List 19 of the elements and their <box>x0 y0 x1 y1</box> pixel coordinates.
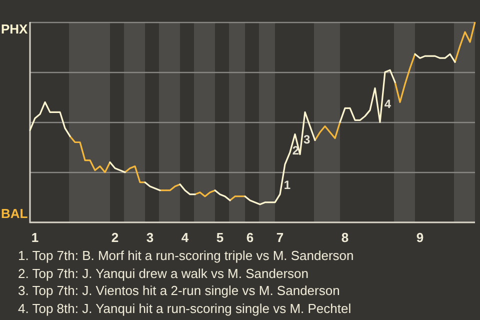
x-tick-label: 4 <box>181 230 190 245</box>
text: BAL <box>1 206 28 221</box>
annotation: 3 <box>303 132 310 147</box>
text: 2. Top 7th: J. Yanqui drew a walk vs M. Sanderson <box>18 264 310 282</box>
x-tick-label: 1 <box>31 230 39 245</box>
text: 3. Top 7th: J. Vientos hit a 2-run single vs M. Sanderson <box>18 282 341 300</box>
annotation: 4 <box>384 97 392 112</box>
x-tick-label: 3 <box>146 230 154 245</box>
annotation: 1 <box>284 178 291 192</box>
text: PHX <box>1 22 28 37</box>
text: 1. Top 7th: B. Morf hit a run-scoring triple vs M. Sanderson <box>18 247 354 264</box>
x-tick-label: 8 <box>341 230 349 245</box>
annotation: 2 <box>292 144 300 158</box>
x-tick-label: 2 <box>111 230 119 245</box>
x-tick-label: 6 <box>246 230 254 245</box>
x-tick-label: 5 <box>216 230 224 245</box>
text: 4. Top 8th: J. Yanqui hit a run-scoring single vs M. Pechtel <box>18 300 352 317</box>
x-tick-label: 9 <box>416 230 424 245</box>
x-tick-label: 7 <box>276 230 284 245</box>
